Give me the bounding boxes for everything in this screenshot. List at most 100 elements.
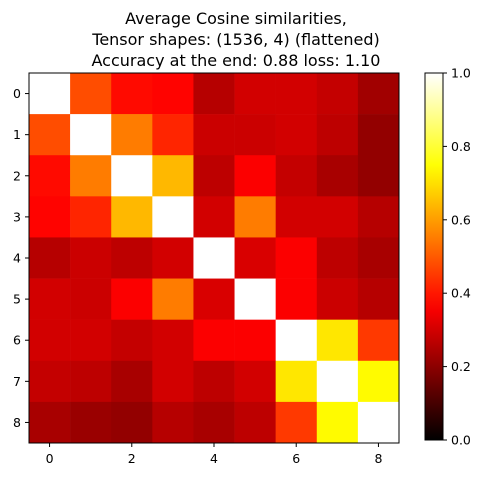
heatmap-cell-4-7	[316, 237, 359, 279]
x-tick-label: 0	[46, 451, 54, 466]
heatmap-cell-4-3	[152, 237, 194, 279]
heatmap-cell-7-0	[29, 360, 71, 403]
heatmap-cell-2-5	[234, 155, 276, 197]
heatmap-cell-6-0	[29, 319, 71, 362]
heatmap-cell-3-8	[357, 196, 400, 238]
x-tick-label: 8	[374, 451, 382, 466]
heatmap-cell-8-4	[193, 401, 235, 444]
heatmap-cell-4-1	[70, 237, 112, 279]
heatmap-cell-5-4	[193, 278, 235, 320]
heatmap-cell-3-5	[234, 196, 276, 238]
heatmap-cell-0-8	[357, 73, 400, 115]
heatmap-cell-7-4	[193, 360, 235, 403]
heatmap-cell-7-3	[152, 360, 194, 403]
heatmap-cell-1-7	[316, 114, 359, 156]
heatmap-cell-4-8	[357, 237, 400, 279]
heatmap-cell-3-7	[316, 196, 359, 238]
heatmap-cell-3-0	[29, 196, 71, 238]
heatmap-cell-0-6	[275, 73, 318, 115]
y-tick-label: 5	[13, 292, 21, 307]
heatmap-cell-2-2	[111, 155, 153, 197]
heatmap-cell-5-3	[152, 278, 194, 320]
heatmap-cell-6-4	[193, 319, 235, 362]
y-tick-label: 2	[13, 168, 21, 183]
colorbar	[424, 72, 444, 441]
heatmap-cell-3-1	[70, 196, 112, 238]
colorbar-tick-label: 0.0	[451, 433, 471, 448]
x-tick-label: 6	[292, 451, 300, 466]
heatmap-cell-8-6	[275, 401, 318, 444]
colorbar-tick-label: 1.0	[451, 66, 471, 81]
colorbar-tick-label: 0.4	[451, 286, 471, 301]
heatmap-cell-5-1	[70, 278, 112, 320]
heatmap-cell-0-3	[152, 73, 194, 115]
heatmap-cell-8-1	[70, 401, 112, 444]
heatmap-cell-7-7	[316, 360, 359, 403]
heatmap-cell-6-6	[275, 319, 318, 362]
heatmap-cell-1-2	[111, 114, 153, 156]
chart-title-line-2: Tensor shapes: (1536, 4) (flattened)	[91, 30, 379, 49]
heatmap-cell-0-1	[70, 73, 112, 115]
colorbar-tick-label: 0.2	[451, 359, 471, 374]
heatmap-cell-5-8	[357, 278, 400, 320]
heatmap-cell-2-3	[152, 155, 194, 197]
chart-title-line-3: Accuracy at the end: 0.88 loss: 1.10	[92, 51, 381, 70]
heatmap-cell-5-7	[316, 278, 359, 320]
heatmap-cell-5-5	[234, 278, 276, 320]
heatmap-cell-0-4	[193, 73, 235, 115]
heatmap-cell-5-2	[111, 278, 153, 320]
heatmap-cell-2-8	[357, 155, 400, 197]
colorbar-tick-label: 0.6	[451, 212, 471, 227]
x-tick-label: 2	[128, 451, 136, 466]
heatmap-cell-0-5	[234, 73, 276, 115]
heatmap-cell-3-3	[152, 196, 194, 238]
heatmap-cell-1-6	[275, 114, 318, 156]
heatmap-cell-0-7	[316, 73, 359, 115]
heatmap-cell-3-4	[193, 196, 235, 238]
heatmap-cell-3-2	[111, 196, 153, 238]
y-tick-label: 6	[13, 333, 21, 348]
heatmap-cell-7-2	[111, 360, 153, 403]
heatmap-cell-5-0	[29, 278, 71, 320]
heatmap-cell-6-1	[70, 319, 112, 362]
heatmap-cell-1-1	[70, 114, 112, 156]
heatmap-cell-8-3	[152, 401, 194, 444]
heatmap-cell-4-0	[29, 237, 71, 279]
heatmap-cell-1-0	[29, 114, 71, 156]
heatmap-cell-6-2	[111, 319, 153, 362]
colorbar-axis: 0.0 0.2 0.4 0.6 0.8 1.0	[443, 66, 471, 448]
heatmap-cells	[29, 73, 400, 444]
heatmap-cell-4-6	[275, 237, 318, 279]
heatmap-cell-8-7	[316, 401, 359, 444]
heatmap-cell-7-8	[357, 360, 400, 403]
heatmap-cell-4-2	[111, 237, 153, 279]
heatmap-cell-6-7	[316, 319, 359, 362]
heatmap-cell-1-4	[193, 114, 235, 156]
y-tick-label: 0	[13, 86, 21, 101]
heatmap-cell-7-1	[70, 360, 112, 403]
y-tick-label: 1	[13, 127, 21, 142]
heatmap-cell-1-5	[234, 114, 276, 156]
colorbar-tick-label: 0.8	[451, 139, 471, 154]
heatmap-cell-5-6	[275, 278, 318, 320]
heatmap-cell-8-8	[357, 401, 400, 444]
heatmap-cell-2-4	[193, 155, 235, 197]
chart-title-line-1: Average Cosine similarities,	[125, 9, 347, 28]
heatmap-cell-2-1	[70, 155, 112, 197]
heatmap-cell-6-3	[152, 319, 194, 362]
heatmap-cell-0-0	[29, 73, 71, 115]
heatmap-cell-6-5	[234, 319, 276, 362]
y-tick-label: 3	[13, 209, 21, 224]
heatmap-cell-4-4	[193, 237, 235, 279]
heatmap-cell-3-6	[275, 196, 318, 238]
heatmap-cell-2-6	[275, 155, 318, 197]
heatmap-cell-0-2	[111, 73, 153, 115]
heatmap-cell-7-6	[275, 360, 318, 403]
y-tick-label: 4	[13, 251, 21, 266]
y-tick-label: 7	[13, 374, 21, 389]
heatmap-axes: 0 2 4 6 8 0 1 2 3 4 5 6 7 8	[13, 86, 382, 466]
heatmap-cell-2-0	[29, 155, 71, 197]
x-tick-label: 4	[210, 451, 218, 466]
heatmap-cell-8-0	[29, 401, 71, 444]
heatmap-cell-1-8	[357, 114, 400, 156]
